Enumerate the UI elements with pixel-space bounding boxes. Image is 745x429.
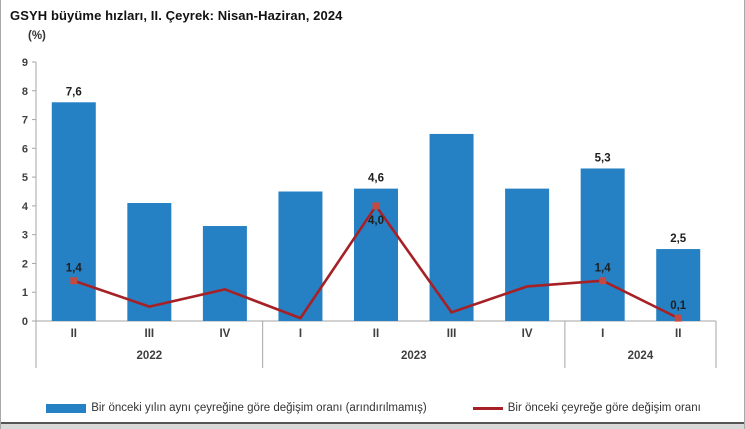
year-label: 2024 [628, 350, 654, 362]
legend-item-bar-series: Bir önceki yılın aynı çeyreğine göre değ… [46, 402, 427, 414]
year-label: 2022 [137, 350, 163, 362]
bar [354, 188, 398, 321]
bar-value-label: 2,5 [670, 233, 687, 245]
bar-value-label: 5,3 [595, 152, 611, 164]
y-axis-tick-label: 9 [22, 57, 28, 69]
line-value-label: 1,4 [595, 263, 612, 275]
y-axis-tick-label: 5 [22, 172, 28, 184]
line-marker [599, 277, 607, 285]
line-marker [372, 202, 380, 210]
line-value-label: 0,1 [670, 300, 687, 312]
line-series-swatch-icon [472, 406, 503, 410]
line-value-label: 1,4 [66, 263, 83, 275]
bar [580, 168, 625, 321]
line-value-label: 4,0 [368, 215, 384, 227]
bar-value-label: 7,6 [66, 86, 82, 98]
bar [429, 133, 474, 321]
chart-title: GSYH büyüme hızları, II. Çeyrek: Nisan-H… [10, 8, 343, 23]
y-axis-tick-label: 8 [22, 86, 28, 98]
bar [202, 226, 247, 321]
bar-value-label: 4,6 [368, 173, 384, 185]
legend-label-line-series: Bir önceki çeyreğe göre değişim oranı [507, 402, 701, 414]
bar [51, 102, 96, 322]
unit-label: (%) [28, 30, 46, 42]
bar [505, 188, 550, 321]
window-bottom-edge [1, 422, 744, 429]
quarter-label: I [601, 328, 604, 340]
quarter-label: II [675, 328, 681, 340]
y-axis-tick-label: 7 [22, 115, 28, 127]
legend-item-line-series: Bir önceki çeyreğe göre değişim oranı [472, 402, 701, 414]
year-label: 2023 [401, 350, 427, 362]
y-axis-tick-label: 2 [22, 258, 28, 270]
bar [656, 249, 701, 321]
line-marker [674, 314, 682, 322]
quarter-label: IV [522, 328, 533, 340]
quarter-label: II [373, 328, 379, 340]
y-axis-tick-label: 3 [22, 230, 28, 242]
quarter-label: I [299, 328, 302, 340]
y-axis-tick-label: 6 [22, 143, 28, 155]
y-axis-tick-label: 0 [22, 316, 28, 328]
legend-label-bar-series: Bir önceki yılın aynı çeyreğine göre değ… [91, 402, 427, 414]
line-marker [70, 277, 78, 285]
quarter-label: IV [219, 328, 230, 340]
quarter-label: III [447, 328, 457, 340]
bar-series-swatch-icon [46, 403, 87, 413]
y-axis-tick-label: 4 [22, 201, 29, 213]
y-axis-tick-label: 1 [22, 287, 28, 299]
bar [278, 191, 323, 321]
chart-legend: Bir önceki yılın aynı çeyreğine göre değ… [1, 396, 744, 420]
quarter-label: II [71, 328, 77, 340]
quarter-label: III [145, 328, 155, 340]
